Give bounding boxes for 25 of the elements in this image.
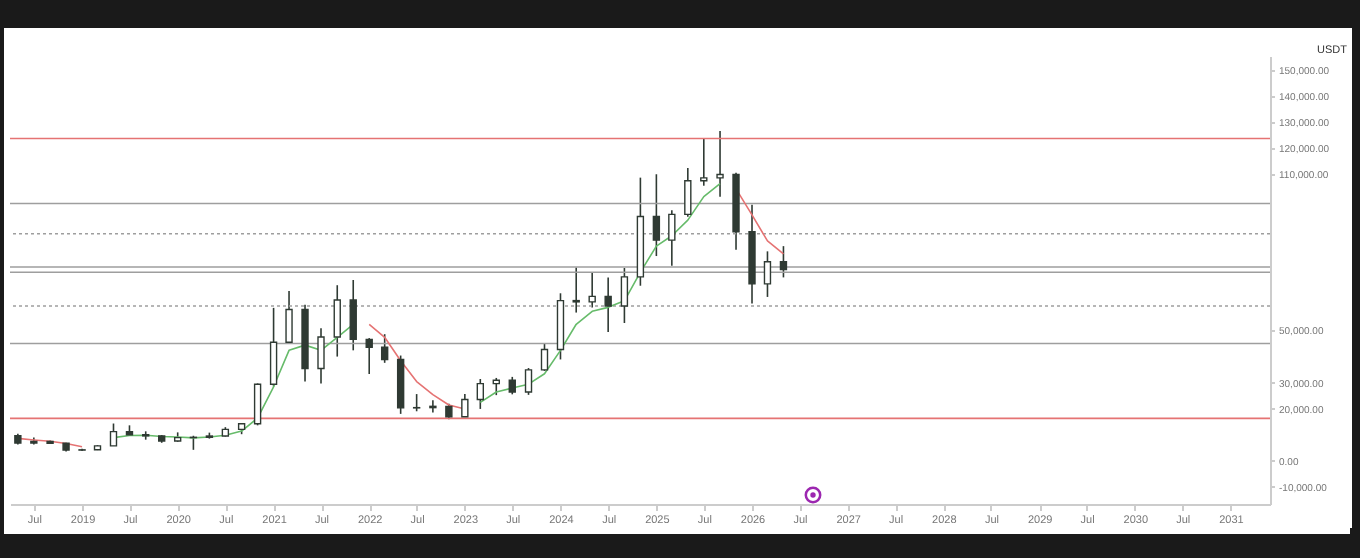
candlestick [604,276,612,333]
candlestick [540,342,549,372]
candlestick [109,422,118,447]
candlestick [365,337,373,375]
candlestick [668,209,676,267]
candlestick [285,290,293,344]
candlestick [317,327,325,385]
candlestick [779,245,788,279]
candlestick [620,267,629,324]
candlestick [461,393,469,418]
candlestick [700,138,708,187]
candlestick [253,382,262,427]
candlestick [572,266,580,314]
candlestick [716,130,724,198]
candlestick [652,173,661,257]
candlestick [588,271,596,309]
candlestick [333,284,341,358]
candlestick [476,378,485,410]
candlestick [380,333,389,364]
candlestick [684,167,692,218]
candlestick [524,367,533,396]
candlestick [763,250,772,298]
candlestick [269,307,278,388]
candlestick [142,430,150,441]
candlestick [349,279,357,352]
